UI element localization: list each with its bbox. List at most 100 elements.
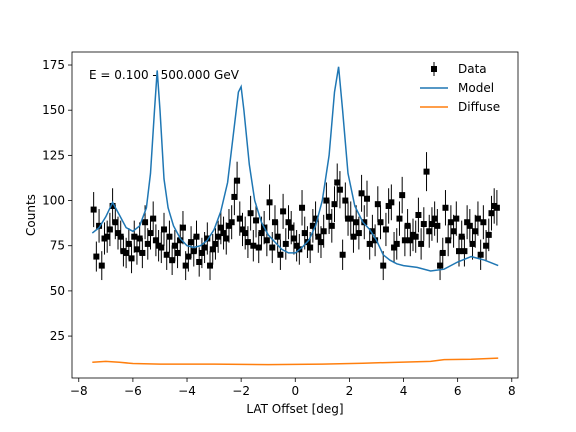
data-point (274, 233, 281, 240)
data-point (439, 249, 446, 256)
data-point (285, 219, 292, 226)
data-point (277, 251, 284, 258)
data-point (469, 240, 476, 247)
data-point (339, 251, 346, 258)
data-point (98, 262, 105, 269)
data-point (236, 215, 243, 222)
data-point (374, 201, 381, 208)
data-point (139, 249, 146, 256)
legend-label: Model (458, 81, 494, 95)
data-point (461, 248, 468, 255)
data-point (377, 219, 384, 226)
data-point (445, 237, 452, 244)
data-point (447, 219, 454, 226)
data-point (179, 224, 186, 231)
data-point (271, 219, 278, 226)
y-tick-label: 75 (50, 239, 65, 253)
legend-label: Diffuse (458, 100, 500, 114)
data-point (142, 219, 149, 226)
x-tick-label: 0 (291, 384, 299, 398)
data-point (220, 230, 227, 237)
data-point (207, 262, 214, 269)
data-point (388, 199, 395, 206)
data-point (434, 222, 441, 229)
data-point (280, 208, 287, 215)
data-point (299, 204, 306, 211)
data-point (269, 244, 276, 251)
data-point (456, 248, 463, 255)
data-point (312, 215, 319, 222)
data-point (223, 235, 230, 242)
data-point (169, 257, 176, 264)
data-point (225, 222, 232, 229)
data-point (266, 199, 273, 206)
data-point (244, 239, 251, 246)
data-point (93, 253, 100, 260)
data-point (477, 251, 484, 258)
x-tick-label: 8 (508, 384, 516, 398)
legend-label: Data (458, 62, 487, 76)
data-point (488, 210, 495, 217)
data-point (282, 240, 289, 247)
y-axis-label: Counts (24, 194, 38, 236)
data-point (212, 240, 219, 247)
data-point (366, 240, 373, 247)
data-point (193, 233, 200, 240)
x-tick-label: −2 (232, 384, 250, 398)
data-point (380, 262, 387, 269)
data-point (369, 228, 376, 235)
data-point (152, 237, 159, 244)
data-point (326, 213, 333, 220)
data-point (117, 233, 124, 240)
data-point (466, 222, 473, 229)
data-point (328, 222, 335, 229)
data-point (215, 233, 222, 240)
data-point (336, 186, 343, 193)
data-point (453, 215, 460, 222)
data-point (423, 168, 430, 175)
y-tick-label: 125 (42, 148, 65, 162)
data-point (442, 204, 449, 211)
data-point (382, 226, 389, 233)
x-tick-label: −4 (178, 384, 196, 398)
data-point (307, 244, 314, 251)
data-point (393, 240, 400, 247)
data-point (182, 262, 189, 269)
y-tick-label: 150 (42, 103, 65, 117)
data-point (342, 197, 349, 204)
data-point (96, 222, 103, 229)
data-point (420, 221, 427, 228)
data-point (293, 242, 300, 249)
model-line (91, 66, 499, 272)
data-point (353, 219, 360, 226)
data-point (472, 228, 479, 235)
data-point (309, 222, 316, 229)
data-point (396, 215, 403, 222)
data-point (458, 233, 465, 240)
data-point (391, 244, 398, 251)
data-point (123, 249, 130, 256)
data-point (404, 222, 411, 229)
data-point (247, 210, 254, 217)
data-point (204, 235, 211, 242)
data-point (190, 248, 197, 255)
data-point (372, 237, 379, 244)
data-point (128, 255, 135, 262)
data-point (250, 242, 257, 249)
data-point (301, 230, 308, 237)
y-tick-label: 50 (50, 284, 65, 298)
data-point (133, 246, 140, 253)
annotation: E = 0.100 - 500.000 GeV (89, 68, 240, 82)
data-point (363, 195, 370, 202)
data-point (347, 215, 354, 222)
data-point (361, 219, 368, 226)
data-point (437, 262, 444, 269)
data-point (474, 215, 481, 222)
data-point (188, 239, 195, 246)
data-point (415, 212, 422, 218)
data-point (198, 249, 205, 256)
data-point (426, 228, 433, 235)
data-point (239, 226, 246, 233)
data-point (483, 242, 490, 249)
